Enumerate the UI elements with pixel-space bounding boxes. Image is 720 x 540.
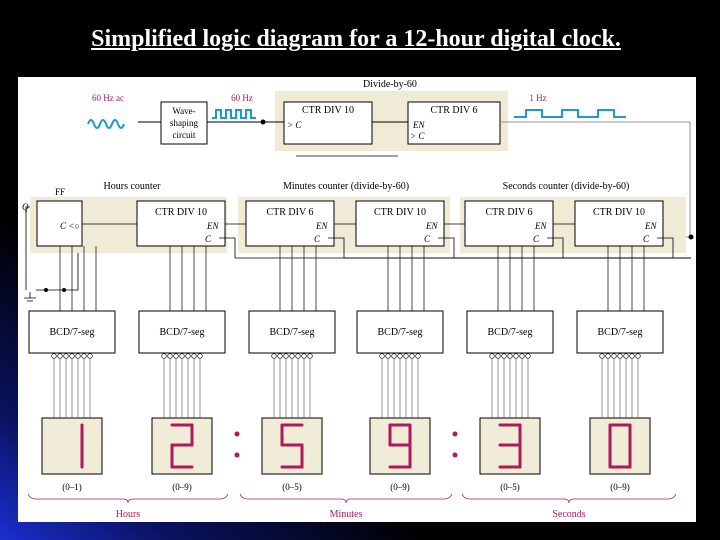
decoder-label: BCD/7-seg (598, 327, 643, 338)
range-label: (0–9) (390, 482, 410, 492)
counter-box (245, 200, 335, 247)
hours-counter-label: Hours counter (104, 181, 162, 192)
bcd-decoder-box (248, 310, 336, 354)
diagram-svg: Divide-by-60 60 Hz ac Wave- shaping circ… (22, 79, 694, 520)
group-brace (461, 493, 677, 504)
counter-box-label: CTR DIV 10 (155, 207, 207, 218)
logic-diagram: Divide-by-60 60 Hz ac Wave- shaping circ… (18, 77, 696, 522)
digit-5 (280, 423, 304, 469)
bcd-decoder-box (466, 310, 554, 354)
clock-label: C (643, 234, 650, 244)
counter-box-label: CTR DIV 10 (593, 207, 645, 218)
counter-box (136, 200, 226, 247)
digit-0 (608, 423, 632, 469)
range-label: (0–9) (610, 482, 630, 492)
div6-label: CTR DIV 6 (430, 105, 477, 116)
ctr-div6-top (407, 101, 501, 145)
range-label: (0–5) (282, 482, 302, 492)
en-label: EN (412, 120, 425, 130)
bcd-decoder-box (356, 310, 444, 354)
clock-label: C (314, 234, 321, 244)
decoder-label: BCD/7-seg (488, 327, 533, 338)
seconds-counter-label: Seconds counter (divide-by-60) (503, 181, 630, 192)
bcd-decoder-box (28, 310, 116, 354)
out-label: 1 Hz (529, 93, 546, 103)
decoder-label: BCD/7-seg (378, 327, 423, 338)
group-brace (239, 493, 453, 504)
counter-box (464, 200, 554, 247)
en-label: EN (534, 221, 547, 231)
counter-box-label: CTR DIV 6 (485, 207, 532, 218)
pulse-label: 60 Hz (231, 93, 253, 103)
decoder-label: BCD/7-seg (50, 327, 95, 338)
bcd-decoder-box (138, 310, 226, 354)
digit-9 (388, 423, 412, 469)
group-label: Seconds (552, 509, 585, 520)
ff-clock-label: C <○ (60, 221, 80, 231)
digit-2 (170, 423, 194, 469)
clock-input-label: > C (410, 131, 425, 141)
div10-label: CTR DIV 10 (302, 105, 354, 116)
group-label: Hours (116, 509, 141, 520)
en-label: EN (644, 221, 657, 231)
bcd-decoder-box (576, 310, 664, 354)
clock-label: C (205, 234, 212, 244)
decoder-label: BCD/7-seg (160, 327, 205, 338)
digit-3 (498, 423, 522, 469)
group-brace (27, 493, 229, 504)
range-label: (0–9) (172, 482, 192, 492)
counter-box (355, 200, 445, 247)
flip-flop-box (36, 200, 83, 247)
counter-box-label: CTR DIV 10 (374, 207, 426, 218)
seven-segment-display (41, 417, 103, 475)
sine-wave-icon (87, 119, 125, 129)
en-label: EN (425, 221, 438, 231)
range-label: (0–1) (62, 482, 82, 492)
ff-label: FF (55, 187, 65, 197)
slide-title: Simplified logic diagram for a 12-hour d… (91, 26, 621, 52)
wave-shaper-line1: Wave- (172, 106, 195, 116)
wave-shaper-line2: shaping (170, 118, 198, 128)
ctr-div10-top (283, 101, 373, 145)
divide-label: Divide-by-60 (363, 79, 417, 90)
range-label: (0–5) (500, 482, 520, 492)
ac-label: 60 Hz ac (92, 93, 124, 103)
decoder-label: BCD/7-seg (270, 327, 315, 338)
en-label: EN (206, 221, 219, 231)
clock-input-label: > C (287, 120, 302, 130)
seven-segment-display (589, 417, 651, 475)
minutes-counter-label: Minutes counter (divide-by-60) (283, 181, 409, 192)
counter-box (574, 200, 664, 247)
wave-shaper-line3: circuit (173, 130, 196, 140)
seven-segment-display (369, 417, 431, 475)
output-wave-icon (514, 109, 626, 118)
clock-label: C (424, 234, 431, 244)
clock-label: C (533, 234, 540, 244)
counter-box-label: CTR DIV 6 (266, 207, 313, 218)
q-label: Q (22, 202, 29, 212)
group-label: Minutes (330, 509, 363, 520)
en-label: EN (315, 221, 328, 231)
pulse-wave-icon (212, 109, 256, 119)
wave-shaping-box (160, 101, 208, 145)
